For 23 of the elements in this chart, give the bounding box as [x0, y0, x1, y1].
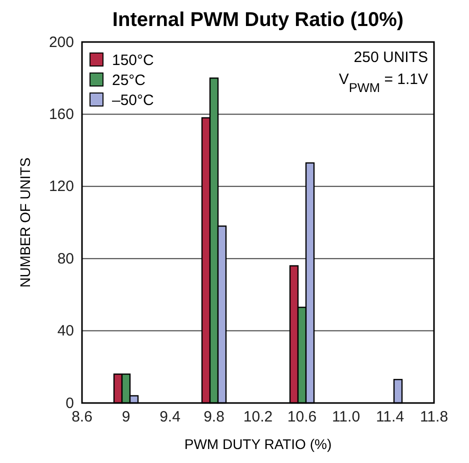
x-tick-label: 11.8: [420, 408, 448, 426]
y-tick-label: 0: [66, 394, 74, 412]
x-axis-title: PWM DUTY RATIO (%): [184, 436, 332, 452]
y-tick-label: 80: [57, 250, 74, 268]
annotation: V$_{PWM}$ = 1.1V: [338, 71, 428, 94]
legend-label: 25°C: [112, 72, 146, 89]
x-tick-label: 9.4: [160, 408, 180, 426]
y-axis-title: NUMBER OF UNITS: [17, 158, 33, 288]
y-tick-label: 120: [48, 178, 74, 196]
x-tick-label: 10.6: [287, 408, 317, 426]
y-tick-label: 200: [48, 34, 74, 51]
y-tick-label: 160: [48, 106, 74, 123]
chart-title: Internal PWM Duty Ratio (10%): [112, 9, 404, 31]
x-tick-label: 8.6: [72, 408, 92, 426]
y-tick-label: 40: [57, 322, 74, 340]
x-tick-label: 9: [122, 408, 130, 426]
x-tick-label: 11.0: [332, 408, 360, 426]
annotation: 250 UNITS: [354, 49, 428, 66]
legend-label: –50°C: [112, 92, 154, 109]
legend-label: 150°C: [112, 52, 154, 69]
x-tick-label: 10.2: [243, 408, 273, 426]
x-tick-label: 11.4: [376, 408, 404, 426]
x-tick-label: 9.8: [204, 408, 224, 426]
